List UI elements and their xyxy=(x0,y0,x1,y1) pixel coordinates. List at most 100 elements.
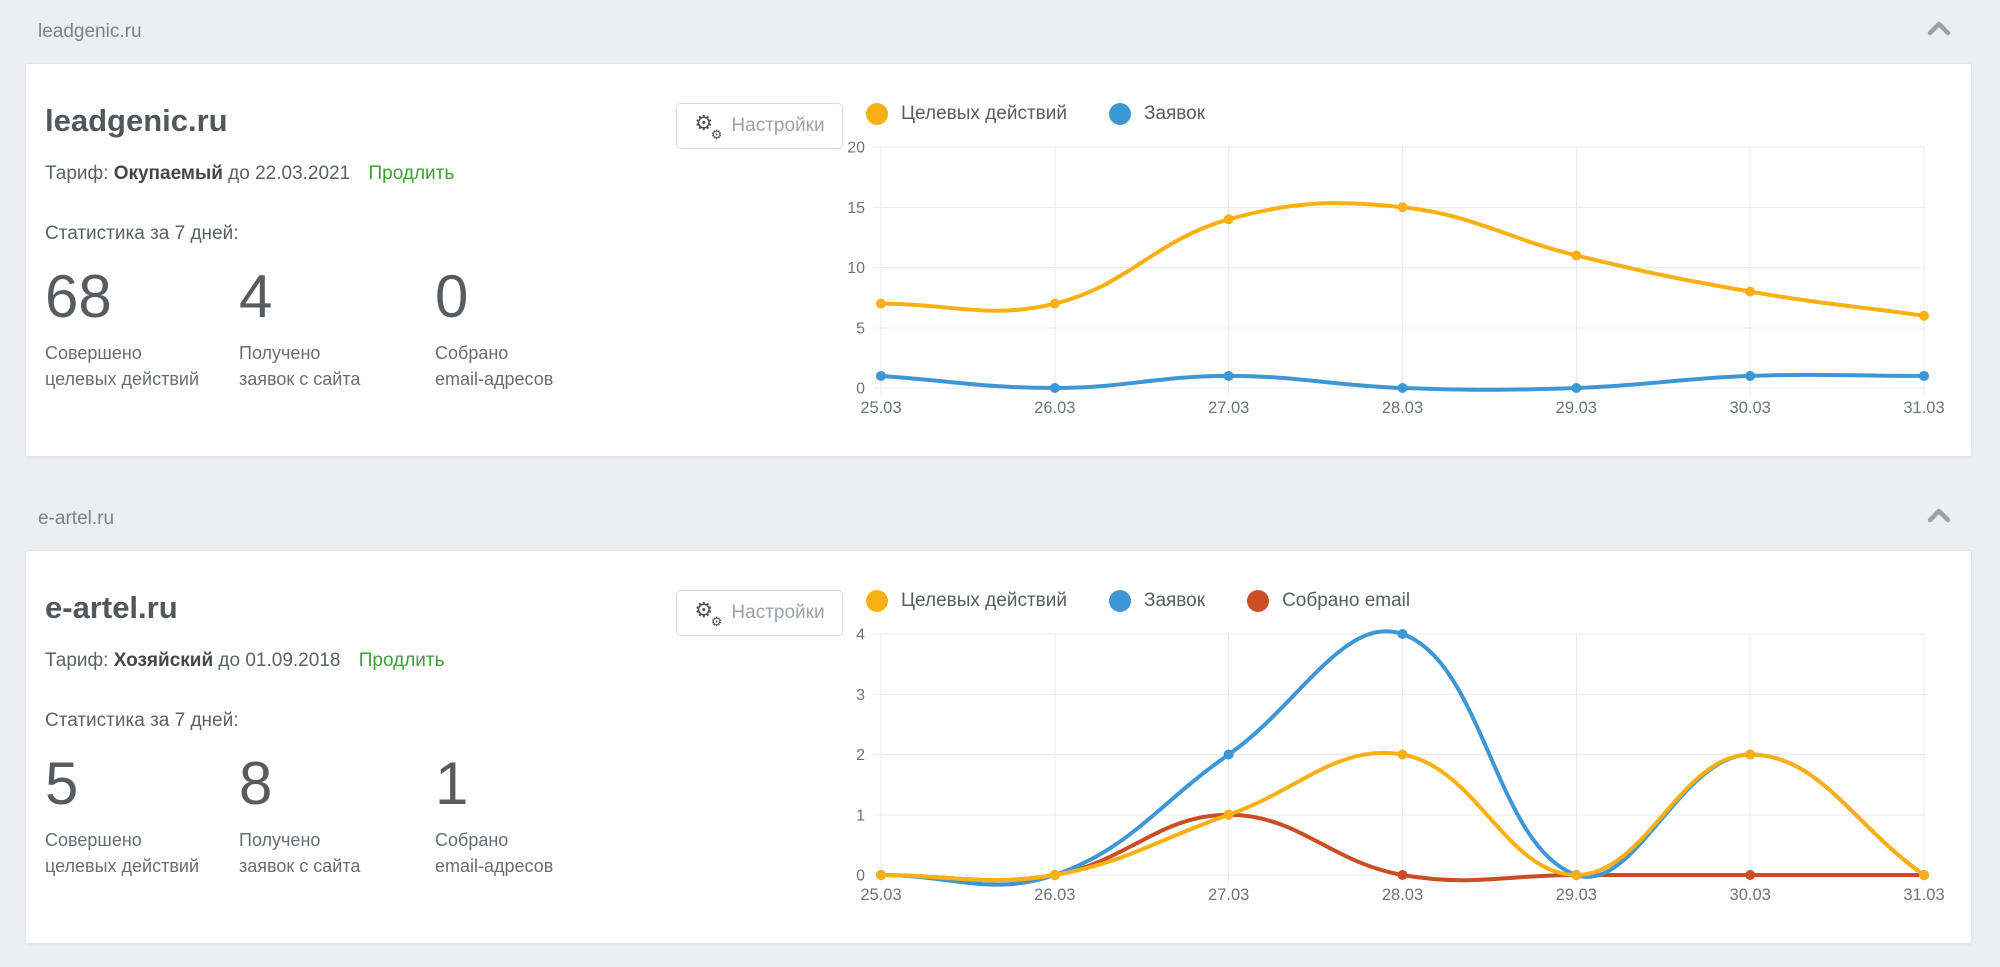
legend-item[interactable]: Заявок xyxy=(1108,590,1206,612)
group-header-title: e-artel.ru xyxy=(38,508,115,529)
legend-dot xyxy=(1108,103,1131,125)
line-chart: 0 1 2 3 4 25.03 26.03 27.03 28.03 29.03 30.03 31.03 xyxy=(831,608,1971,908)
stat-label: Получено заявок с сайта xyxy=(239,343,361,389)
line-chart-svg: 0 1 2 3 4 25.03 26.03 27.03 28.03 29.03 30.03 31.03 xyxy=(856,627,1945,905)
y-axis-tick-label: 0 xyxy=(856,381,865,398)
site-title: e-artel.ru xyxy=(45,590,178,625)
gears-icon: ⚙ ⚙ xyxy=(694,112,723,142)
gears-icon: ⚙ ⚙ xyxy=(694,599,723,629)
legend-dot xyxy=(866,103,888,125)
collapse-toggle-button[interactable] xyxy=(1922,503,1956,529)
legend-item[interactable]: Целевых действий xyxy=(866,103,1067,125)
stats-period-title: Статистика за 7 дней: xyxy=(45,223,239,244)
data-point xyxy=(1397,870,1408,880)
stat-label: Собрано email-адресов xyxy=(435,343,554,389)
x-axis-tick-label: 29.03 xyxy=(1556,886,1597,904)
y-axis-tick-label: 20 xyxy=(847,140,865,157)
tariff-info: Тариф: Хозяйский до 01.09.2018 Продлить xyxy=(45,650,445,672)
site-title: leadgenic.ru xyxy=(45,103,228,138)
x-axis-tick-label: 26.03 xyxy=(1034,399,1075,417)
stat-label: Собрано email-адресов xyxy=(435,830,554,876)
tariff-label: Тариф: xyxy=(45,163,109,184)
x-axis-tick-label: 30.03 xyxy=(1730,399,1771,417)
legend-label: Заявок xyxy=(1143,103,1206,124)
y-axis-tick-label: 0 xyxy=(856,868,865,885)
y-axis-tick-label: 5 xyxy=(856,320,865,337)
x-axis-tick-label: 30.03 xyxy=(1730,886,1771,904)
data-point xyxy=(1049,383,1060,393)
stat-label: Получено заявок с сайта xyxy=(239,830,361,876)
data-point xyxy=(1397,629,1408,639)
data-point xyxy=(1919,310,1929,321)
x-axis-tick-label: 28.03 xyxy=(1382,886,1423,904)
stat-column: 8 Получено заявок с сайта xyxy=(239,752,434,880)
x-axis-tick-label: 28.03 xyxy=(1382,399,1423,417)
y-axis-tick-label: 4 xyxy=(856,627,865,644)
site-card: leadgenic.ru Тариф: Окупаемый до 22.03.2… xyxy=(25,63,1972,457)
legend-label: Собрано email xyxy=(1282,590,1411,611)
data-point xyxy=(1919,370,1929,381)
chart-legend: Целевых действий Заявок xyxy=(866,101,1247,127)
data-point xyxy=(1745,870,1756,880)
x-axis-tick-label: 27.03 xyxy=(1208,399,1249,417)
data-point xyxy=(1745,286,1756,297)
data-point xyxy=(1745,370,1756,381)
data-point xyxy=(1397,749,1408,760)
legend-label: Заявок xyxy=(1143,590,1206,611)
data-point xyxy=(1049,870,1060,880)
stat-value: 1 xyxy=(435,750,469,817)
stats-period-title: Статистика за 7 дней: xyxy=(45,710,239,731)
x-axis-tick-label: 31.03 xyxy=(1903,886,1944,904)
y-axis-tick-label: 10 xyxy=(847,260,865,277)
stat-column: 68 Совершено целевых действий xyxy=(45,265,240,393)
stat-value: 8 xyxy=(239,750,273,817)
data-point xyxy=(876,298,886,309)
site-card: e-artel.ru Тариф: Хозяйский до 01.09.201… xyxy=(25,550,1972,944)
data-point xyxy=(1745,749,1756,760)
tariff-until: до 22.03.2021 xyxy=(228,163,351,184)
site-panel-e-artel: e-artel.ru e-artel.ru Тариф: Хозяйский д… xyxy=(0,487,2000,967)
legend-item[interactable]: Целевых действий xyxy=(866,590,1067,612)
legend-item[interactable]: Заявок xyxy=(1108,103,1206,125)
settings-button[interactable]: ⚙ ⚙ Настройки xyxy=(676,590,843,636)
data-point xyxy=(1223,809,1234,820)
renew-link[interactable]: Продлить xyxy=(368,163,455,184)
data-point xyxy=(876,370,886,381)
chevron-up-icon xyxy=(1927,21,1951,35)
stat-value: 68 xyxy=(45,263,112,330)
stat-value: 4 xyxy=(239,263,273,330)
legend-dot xyxy=(1247,590,1270,612)
stat-column: 4 Получено заявок с сайта xyxy=(239,265,434,393)
settings-button[interactable]: ⚙ ⚙ Настройки xyxy=(676,103,843,149)
y-axis-tick-label: 15 xyxy=(847,200,865,217)
stat-value: 5 xyxy=(45,750,79,817)
y-axis-tick-label: 1 xyxy=(856,807,865,824)
group-header-title: leadgenic.ru xyxy=(38,21,142,42)
chevron-up-icon xyxy=(1927,508,1951,522)
legend-label: Целевых действий xyxy=(901,103,1067,124)
data-point xyxy=(1571,870,1582,880)
data-point xyxy=(1397,202,1408,213)
x-axis-tick-label: 25.03 xyxy=(860,399,901,417)
legend-dot xyxy=(1108,590,1131,612)
stat-column: 0 Собрано email-адресов xyxy=(435,265,630,393)
data-point xyxy=(1571,250,1582,261)
legend-item[interactable]: Собрано email xyxy=(1247,590,1410,612)
x-axis-tick-label: 25.03 xyxy=(860,886,901,904)
legend-label: Целевых действий xyxy=(901,590,1067,611)
data-point xyxy=(1049,298,1060,309)
data-point xyxy=(876,870,886,880)
site-panel-leadgenic: leadgenic.ru leadgenic.ru Тариф: Окупаем… xyxy=(25,16,1972,457)
y-axis-tick-label: 2 xyxy=(856,747,865,764)
tariff-info: Тариф: Окупаемый до 22.03.2021 Продлить xyxy=(45,163,454,185)
stat-column: 1 Собрано email-адресов xyxy=(435,752,630,880)
tariff-until: до 01.09.2018 xyxy=(218,650,341,671)
renew-link[interactable]: Продлить xyxy=(358,650,445,671)
x-axis-tick-label: 27.03 xyxy=(1208,886,1249,904)
collapse-toggle-button[interactable] xyxy=(1922,16,1956,42)
x-axis-tick-label: 31.03 xyxy=(1903,399,1944,417)
legend-dot xyxy=(866,590,888,612)
settings-button-label: Настройки xyxy=(731,115,825,136)
data-point xyxy=(1397,383,1408,393)
